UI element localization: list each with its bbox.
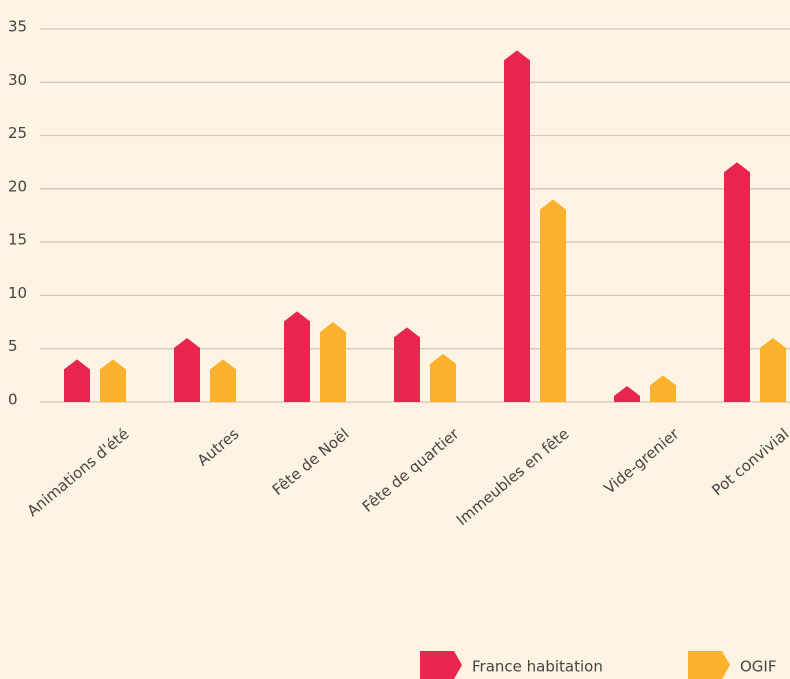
y-tick-label: 15 — [8, 231, 27, 249]
legend-label: OGIF — [740, 658, 776, 676]
x-tick-label: Animations d'été — [24, 425, 133, 520]
bar — [724, 162, 750, 402]
bar — [64, 359, 90, 402]
x-tick-label: Vide-grenier — [600, 424, 683, 497]
legend-swatch — [688, 651, 730, 679]
y-tick-label: 35 — [8, 18, 27, 36]
bar — [760, 338, 786, 402]
x-tick-label: Autres — [194, 425, 243, 470]
y-tick-label: 0 — [8, 391, 18, 409]
y-tick-label: 25 — [8, 124, 27, 142]
y-tick-label: 10 — [8, 284, 27, 302]
y-tick-label: 5 — [8, 337, 18, 355]
x-tick-label: Fête de quartier — [359, 424, 463, 516]
legend-swatch — [420, 651, 462, 679]
bar — [540, 199, 566, 402]
x-tick-label: Pot convivial — [708, 425, 790, 500]
x-tick-label: Fête de Noël — [269, 425, 353, 499]
bar — [504, 50, 530, 403]
y-tick-label: 20 — [8, 177, 27, 195]
x-tick-label: Immeubles en fête — [453, 425, 573, 529]
bar — [210, 359, 236, 402]
legend-label: France habitation — [472, 658, 603, 676]
bar — [174, 338, 200, 402]
bar — [284, 311, 310, 402]
bar — [650, 375, 676, 402]
bar — [320, 322, 346, 402]
bar — [394, 327, 420, 402]
bar — [430, 354, 456, 402]
bar — [100, 359, 126, 402]
bar — [614, 386, 640, 402]
y-tick-label: 30 — [8, 71, 27, 89]
